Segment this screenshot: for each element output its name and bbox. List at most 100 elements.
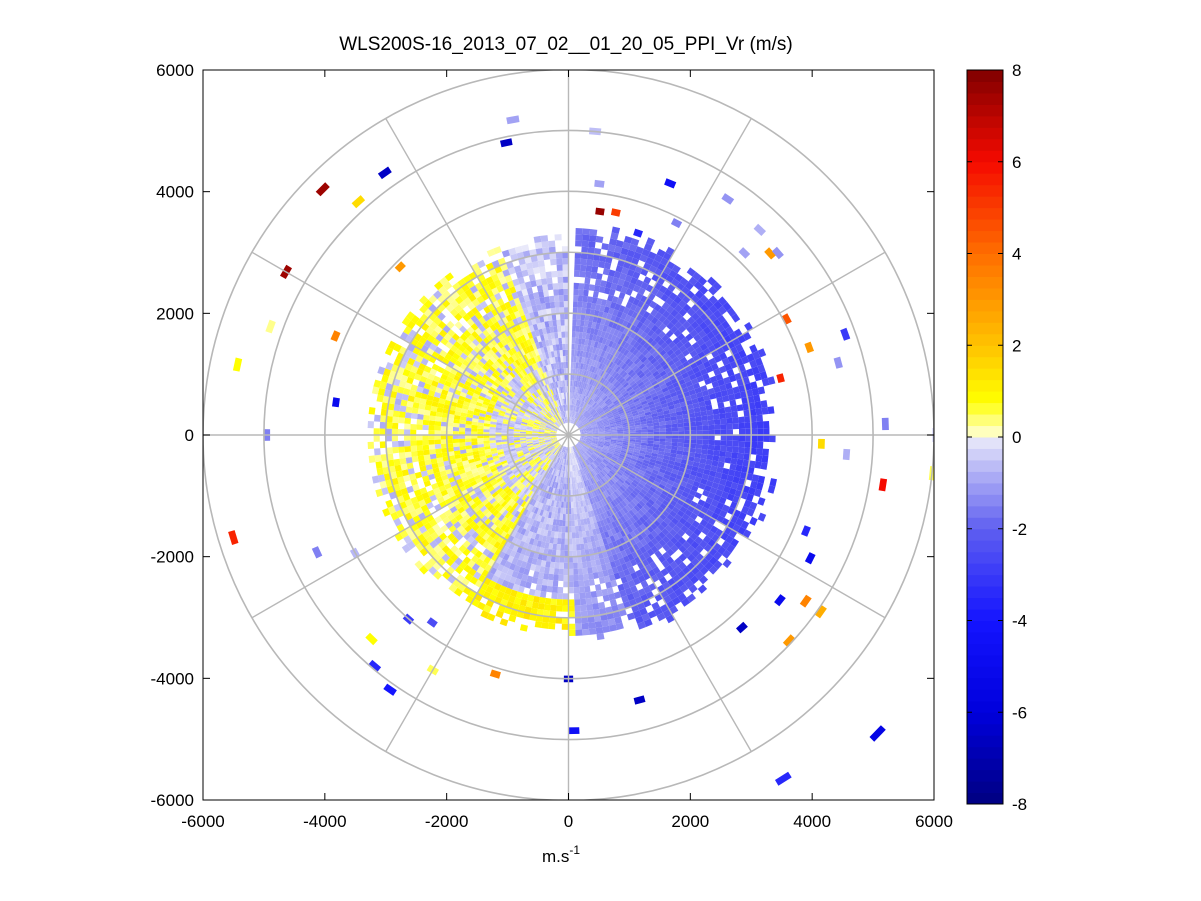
velocity-cell <box>574 605 581 612</box>
velocity-cell <box>508 507 515 514</box>
velocity-cell <box>588 504 593 512</box>
velocity-cell <box>726 307 737 317</box>
velocity-cell <box>614 343 621 351</box>
velocity-cell <box>564 556 569 563</box>
velocity-cell <box>602 420 610 424</box>
velocity-cell <box>430 458 438 465</box>
velocity-cell <box>493 457 500 463</box>
velocity-cell <box>526 441 533 444</box>
velocity-cell <box>635 485 643 492</box>
velocity-cell <box>570 404 572 411</box>
velocity-cell <box>625 511 633 519</box>
velocity-cell <box>539 441 546 445</box>
velocity-cell <box>531 558 538 565</box>
velocity-cell <box>686 545 696 554</box>
velocity-cell <box>637 509 645 517</box>
velocity-cell <box>585 425 592 429</box>
velocity-cell <box>654 499 663 507</box>
velocity-cell <box>643 472 651 478</box>
velocity-cell <box>662 458 669 464</box>
velocity-cell <box>543 529 549 537</box>
velocity-cell <box>757 364 766 373</box>
velocity-cell <box>570 446 573 453</box>
velocity-cell <box>634 387 641 393</box>
velocity-cell <box>514 445 522 449</box>
velocity-cell <box>658 396 666 402</box>
velocity-cell <box>703 360 711 369</box>
velocity-cell <box>454 565 464 575</box>
velocity-cell <box>529 448 536 453</box>
velocity-cell <box>514 443 521 447</box>
velocity-cell <box>533 444 540 448</box>
velocity-cell <box>593 496 599 503</box>
velocity-cell <box>573 418 577 424</box>
velocity-cell <box>583 283 590 291</box>
velocity-cell <box>535 487 540 495</box>
velocity-cell <box>541 490 546 498</box>
velocity-cell <box>591 440 599 444</box>
velocity-cell <box>556 495 560 502</box>
velocity-cell <box>404 451 412 458</box>
velocity-cell <box>514 470 521 477</box>
velocity-cell <box>617 376 624 383</box>
velocity-cell <box>678 431 685 435</box>
velocity-cell <box>689 421 697 427</box>
velocity-cell <box>583 518 588 525</box>
velocity-cell <box>643 618 653 627</box>
velocity-cell <box>620 530 627 538</box>
velocity-cell <box>732 476 740 484</box>
velocity-cell <box>557 507 561 514</box>
velocity-cell <box>621 390 628 396</box>
velocity-cell <box>580 258 587 266</box>
velocity-cell <box>557 593 563 600</box>
velocity-cell <box>690 426 697 431</box>
velocity-cell <box>540 454 546 460</box>
velocity-cell <box>698 401 706 408</box>
velocity-cell <box>574 477 577 484</box>
velocity-cell <box>505 455 512 461</box>
velocity-cell <box>544 465 550 472</box>
velocity-cell <box>591 425 598 429</box>
velocity-cell <box>724 382 733 390</box>
velocity-cell <box>695 443 703 449</box>
velocity-cell <box>647 440 654 444</box>
velocity-cell <box>663 413 671 419</box>
velocity-cell <box>695 544 704 554</box>
velocity-cell <box>522 515 529 523</box>
velocity-cell <box>724 480 733 488</box>
velocity-cell <box>564 538 569 545</box>
velocity-cell <box>577 381 580 388</box>
velocity-cell <box>722 395 730 403</box>
velocity-cell <box>621 474 628 480</box>
velocity-cell <box>598 464 604 471</box>
velocity-cell <box>465 445 472 450</box>
velocity-cell <box>702 489 710 497</box>
velocity-cell <box>704 561 714 571</box>
velocity-cell <box>522 542 529 550</box>
velocity-cell <box>382 466 390 475</box>
velocity-cell <box>543 456 549 463</box>
velocity-cell <box>572 313 577 320</box>
velocity-cell <box>529 477 535 483</box>
velocity-cell <box>603 575 611 583</box>
velocity-cell <box>543 603 551 611</box>
velocity-cell <box>597 390 603 397</box>
velocity-cell <box>633 610 642 619</box>
velocity-cell <box>554 507 559 514</box>
velocity-cell <box>392 416 399 424</box>
velocity-cell <box>464 573 474 582</box>
velocity-cell <box>657 338 665 347</box>
velocity-cell <box>694 536 703 545</box>
velocity-cell <box>671 468 679 475</box>
velocity-cell <box>573 483 577 490</box>
velocity-cell <box>757 386 766 395</box>
velocity-cell <box>665 397 673 403</box>
velocity-cell <box>654 386 662 393</box>
velocity-cell <box>617 338 624 346</box>
velocity-cell <box>540 541 546 549</box>
velocity-cell <box>618 305 626 313</box>
velocity-cell <box>659 480 668 487</box>
velocity-cell <box>584 404 589 410</box>
velocity-cell <box>584 423 591 427</box>
velocity-cell <box>601 470 607 476</box>
